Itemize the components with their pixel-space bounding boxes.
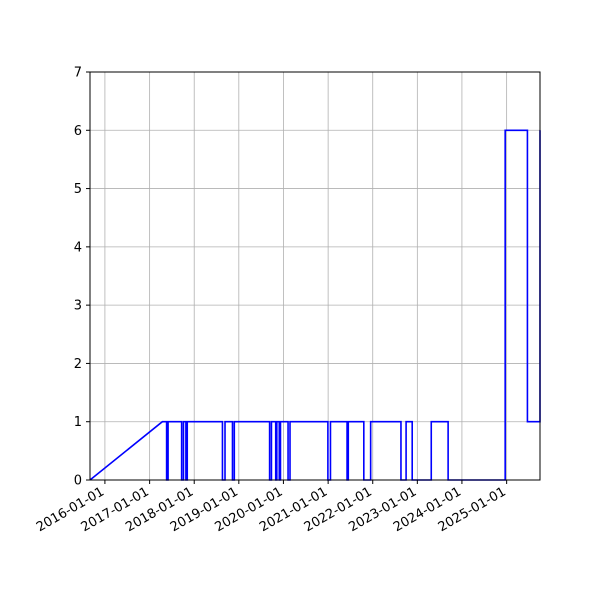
y-tick-label: 3 [74,299,82,314]
y-tick-label: 1 [74,415,82,430]
y-tick-label: 7 [74,66,82,81]
y-tick-label: 6 [74,124,82,139]
plot-area [90,72,540,480]
y-tick-label: 0 [74,474,82,489]
series-line [89,129,541,481]
y-tick-label: 5 [74,182,82,197]
y-tick-label: 4 [74,240,82,255]
axes-frame [89,71,541,481]
y-tick-label: 2 [74,357,82,372]
